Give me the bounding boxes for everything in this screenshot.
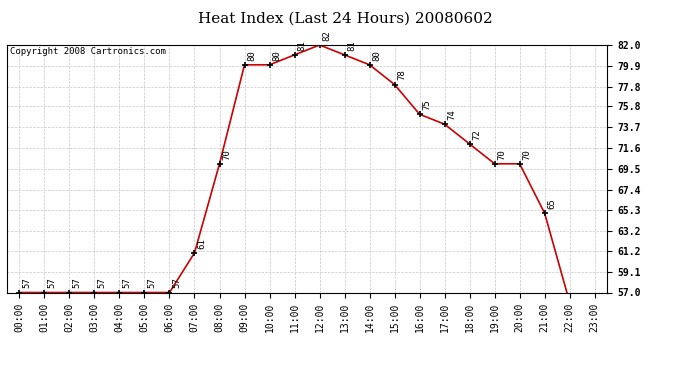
- Text: 80: 80: [247, 50, 256, 61]
- Text: 57: 57: [47, 278, 56, 288]
- Text: Copyright 2008 Cartronics.com: Copyright 2008 Cartronics.com: [10, 48, 166, 57]
- Text: 56: 56: [0, 374, 1, 375]
- Text: 56: 56: [0, 374, 1, 375]
- Text: 75: 75: [422, 99, 431, 110]
- Text: 57: 57: [172, 278, 181, 288]
- Text: 80: 80: [273, 50, 282, 61]
- Text: 80: 80: [373, 50, 382, 61]
- Text: 57: 57: [147, 278, 156, 288]
- Text: 72: 72: [473, 129, 482, 140]
- Text: 57: 57: [22, 278, 31, 288]
- Text: 81: 81: [297, 40, 306, 51]
- Text: 81: 81: [347, 40, 356, 51]
- Text: 70: 70: [497, 149, 506, 160]
- Text: 65: 65: [547, 198, 556, 209]
- Text: 74: 74: [447, 109, 456, 120]
- Text: 70: 70: [522, 149, 531, 160]
- Text: 57: 57: [97, 278, 106, 288]
- Text: 57: 57: [122, 278, 131, 288]
- Text: 61: 61: [197, 238, 206, 249]
- Text: 57: 57: [72, 278, 81, 288]
- Text: 70: 70: [222, 149, 231, 160]
- Text: 82: 82: [322, 30, 331, 41]
- Text: Heat Index (Last 24 Hours) 20080602: Heat Index (Last 24 Hours) 20080602: [197, 11, 493, 25]
- Text: 78: 78: [397, 70, 406, 80]
